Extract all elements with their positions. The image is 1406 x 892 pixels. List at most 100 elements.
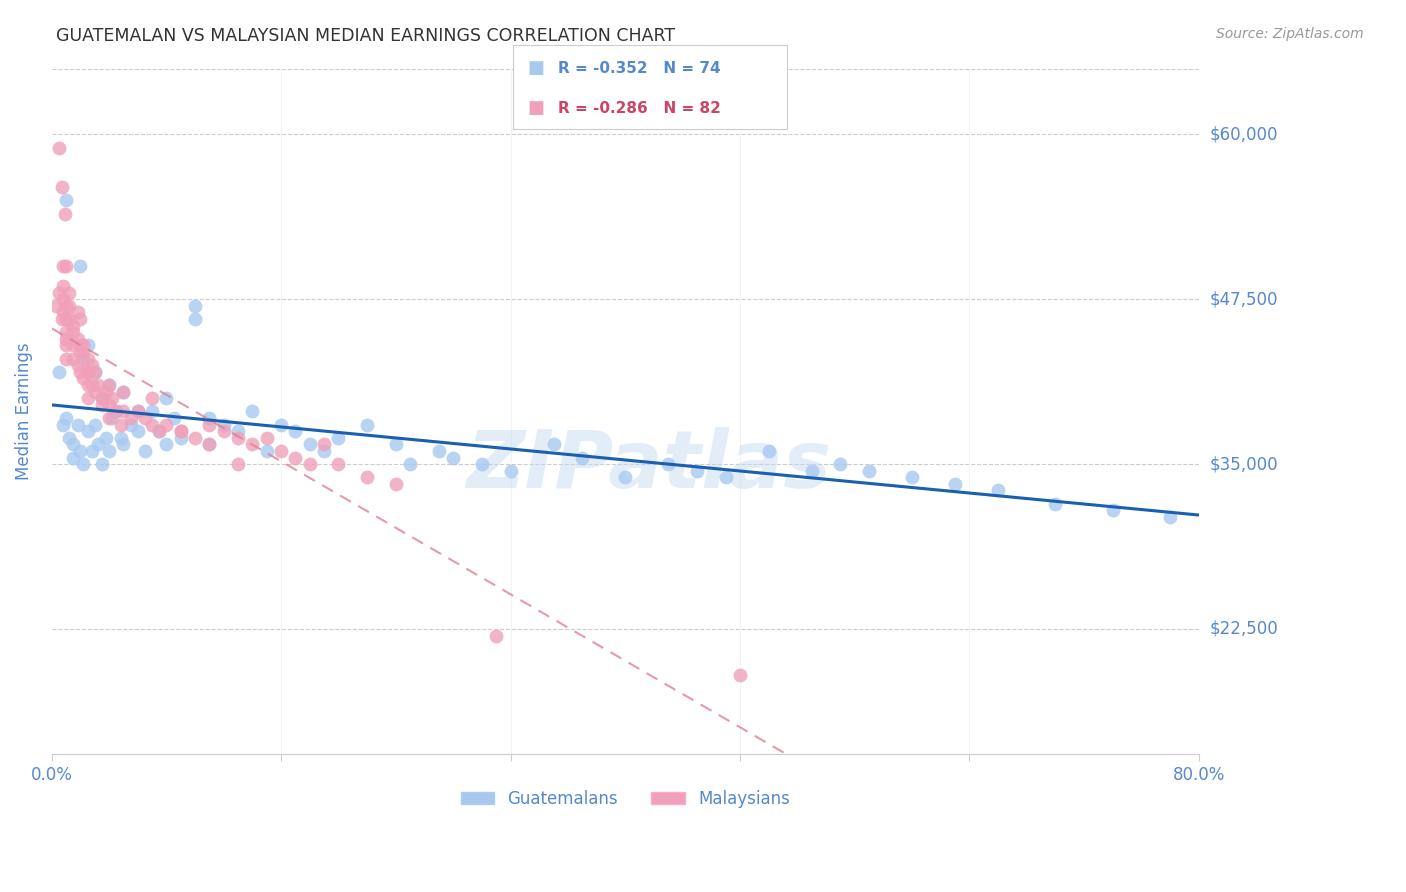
Point xyxy=(69,312,91,326)
Point xyxy=(298,457,321,471)
Point xyxy=(58,312,80,326)
Point xyxy=(86,378,108,392)
Point xyxy=(86,437,108,451)
Point xyxy=(155,437,177,451)
Point xyxy=(48,365,70,379)
Point xyxy=(69,444,91,458)
Point xyxy=(110,431,132,445)
Point xyxy=(901,470,924,484)
Point xyxy=(485,628,508,642)
Point xyxy=(80,378,103,392)
Point xyxy=(858,464,880,478)
Point xyxy=(110,417,132,432)
Point xyxy=(66,417,89,432)
Point xyxy=(55,338,77,352)
Point xyxy=(52,279,75,293)
Point xyxy=(52,417,75,432)
Point xyxy=(170,424,193,438)
Point xyxy=(55,351,77,366)
Point xyxy=(127,404,149,418)
Text: ZIPatlas: ZIPatlas xyxy=(465,427,831,505)
Point xyxy=(270,417,292,432)
Point xyxy=(55,299,77,313)
Point xyxy=(471,457,494,471)
Point xyxy=(112,384,135,399)
Point xyxy=(356,417,378,432)
Point xyxy=(83,365,105,379)
Point xyxy=(170,424,193,438)
Point xyxy=(83,417,105,432)
Point xyxy=(66,305,89,319)
Point xyxy=(101,391,124,405)
Text: $47,500: $47,500 xyxy=(1209,290,1278,309)
Point xyxy=(242,404,264,418)
Point xyxy=(148,424,170,438)
Point xyxy=(72,351,94,366)
Point xyxy=(55,325,77,339)
Point xyxy=(62,325,84,339)
Point xyxy=(76,365,98,379)
Point xyxy=(69,260,91,274)
Point xyxy=(1159,509,1181,524)
Point xyxy=(83,365,105,379)
Point xyxy=(385,476,408,491)
Point xyxy=(62,351,84,366)
Point xyxy=(155,391,177,405)
Point xyxy=(134,411,156,425)
Point xyxy=(184,299,207,313)
Point xyxy=(120,417,142,432)
Point xyxy=(55,312,77,326)
Point xyxy=(55,411,77,425)
Point xyxy=(83,384,105,399)
Point xyxy=(98,444,121,458)
Point xyxy=(198,437,221,451)
Point xyxy=(1045,497,1067,511)
Point xyxy=(48,141,70,155)
Point xyxy=(66,358,89,372)
Point xyxy=(52,305,75,319)
Point xyxy=(96,384,118,399)
Point xyxy=(686,464,709,478)
Point xyxy=(80,358,103,372)
Point xyxy=(571,450,593,465)
Point xyxy=(226,457,249,471)
Point xyxy=(62,450,84,465)
Point xyxy=(69,365,91,379)
Point xyxy=(198,437,221,451)
Point xyxy=(76,338,98,352)
Point xyxy=(198,417,221,432)
Point xyxy=(1101,503,1123,517)
Point xyxy=(141,417,163,432)
Point xyxy=(53,206,76,220)
Point xyxy=(105,404,128,418)
Point xyxy=(256,431,278,445)
Point xyxy=(385,437,408,451)
Point xyxy=(76,351,98,366)
Point xyxy=(987,483,1010,498)
Point xyxy=(226,431,249,445)
Point xyxy=(98,378,121,392)
Point xyxy=(212,424,235,438)
Point xyxy=(62,338,84,352)
Point xyxy=(198,411,221,425)
Point xyxy=(90,398,112,412)
Text: R = -0.352   N = 74: R = -0.352 N = 74 xyxy=(558,61,721,76)
Point xyxy=(66,332,89,346)
Point xyxy=(76,424,98,438)
Point xyxy=(105,404,128,418)
Point xyxy=(328,457,350,471)
Point xyxy=(55,260,77,274)
Point xyxy=(58,299,80,313)
Point xyxy=(62,437,84,451)
Point xyxy=(499,464,522,478)
Point xyxy=(98,411,121,425)
Point xyxy=(212,417,235,432)
Point xyxy=(76,391,98,405)
Point xyxy=(441,450,464,465)
Point xyxy=(72,457,94,471)
Point xyxy=(328,431,350,445)
Point xyxy=(55,332,77,346)
Point xyxy=(90,391,112,405)
Point xyxy=(55,194,77,208)
Point xyxy=(80,444,103,458)
